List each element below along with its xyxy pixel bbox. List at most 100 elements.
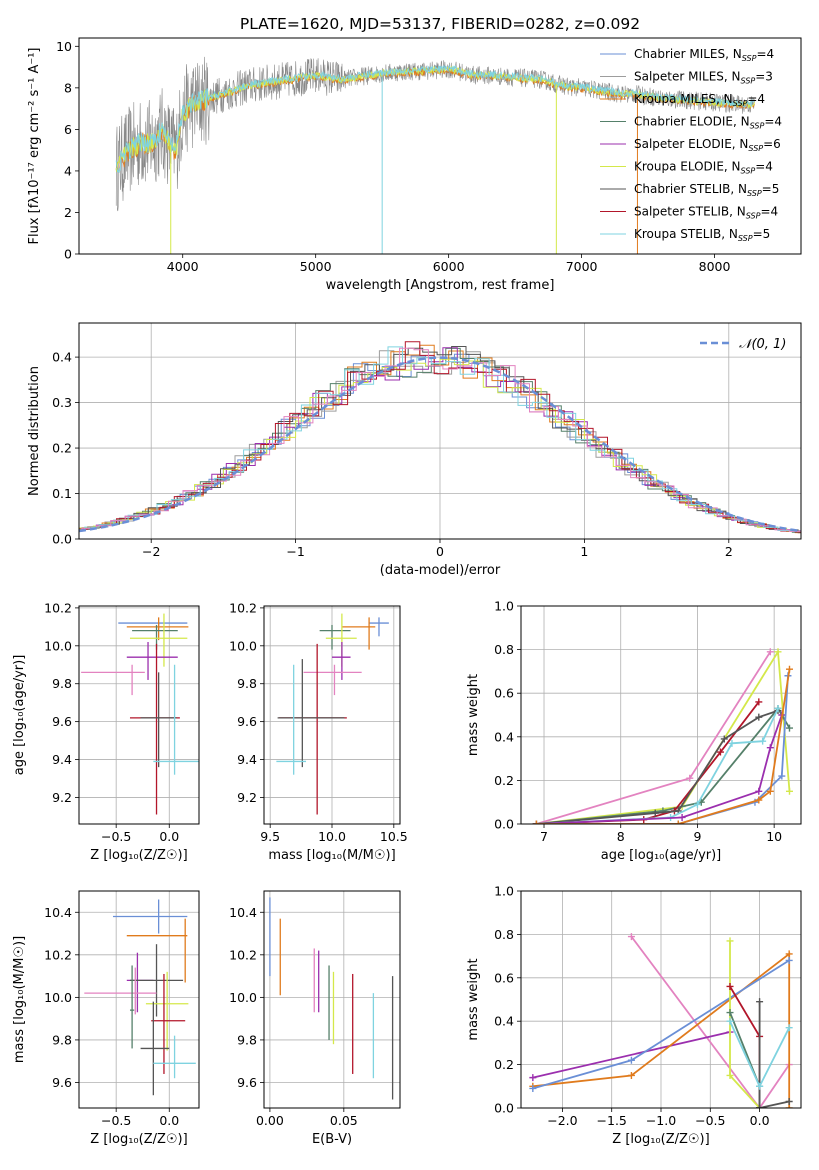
age-vs-mass-frame	[263, 605, 401, 825]
spectrum-lines	[115, 56, 755, 254]
weight-vs-age-frame	[520, 605, 802, 825]
weight-point	[627, 1056, 635, 1064]
weight-point	[756, 998, 764, 1006]
y-tick-label: 0.4	[494, 1014, 514, 1029]
weight-point	[774, 648, 782, 656]
y-tick-label: 10.4	[44, 905, 72, 920]
y-tick-label: 2	[64, 205, 72, 220]
histogram-series	[79, 353, 801, 533]
y-tick-label: 9.6	[237, 714, 257, 729]
weight-point	[726, 1071, 734, 1079]
weight-point	[785, 787, 793, 795]
y-tick-label: 10.2	[229, 947, 257, 962]
y-axis-label: mass [log₁₀(M/M☉)]	[12, 936, 27, 1063]
y-axis-label: Flux [fλ10⁻¹⁷ erg cm⁻² s⁻¹ A⁻¹]	[27, 48, 42, 245]
x-tick-label: −1	[286, 544, 304, 559]
weight-point	[755, 787, 763, 795]
x-tick-label: −0.5	[695, 1113, 725, 1128]
y-tick-label: 0.1	[52, 486, 72, 501]
weight-point	[755, 698, 763, 706]
weight-series	[536, 709, 779, 824]
x-tick-label: 0.00	[256, 1113, 284, 1128]
weight-point	[778, 772, 786, 780]
weight-point	[785, 1097, 793, 1105]
x-tick-label: 7000	[566, 259, 598, 274]
legend-label: Salpeter ELODIE, NSSP=6	[634, 137, 781, 153]
histogram-series	[79, 346, 801, 533]
x-axis-label: age [log₁₀(age/yr)]	[601, 848, 722, 863]
y-tick-label: 8	[64, 80, 72, 95]
weight-point	[716, 748, 724, 756]
legend-label: Chabrier ELODIE, NSSP=4	[634, 115, 782, 131]
legend-label: Chabrier STELIB, NSSP=5	[634, 182, 779, 198]
x-axis-label: E(B-V)	[312, 1132, 352, 1147]
y-tick-label: 10	[56, 39, 72, 54]
age-vs-mass-errorbars	[276, 613, 389, 815]
weight-point	[726, 982, 734, 990]
x-tick-label: −1.0	[646, 1113, 676, 1128]
y-tick-label: 6	[64, 122, 72, 137]
x-tick-label: 0.0	[159, 1113, 179, 1128]
age-vs-z-axes: −0.5 0.0 9.2 9.4 9.6 9.8 10.0 10.2 Z [log₁₀(Z/Z☉…	[12, 600, 199, 863]
y-tick-label: 9.2	[52, 790, 72, 805]
weight-point	[686, 774, 694, 782]
legend-label: 𝒩(0, 1)	[739, 337, 786, 352]
x-tick-label: 10	[766, 829, 782, 844]
residuals-frame	[78, 322, 802, 540]
y-tick-label: 10.0	[229, 990, 257, 1005]
mass-vs-z-axes: −0.5 0.0 9.6 9.8 10.0 10.2 10.4 Z [log₁₀(Z/Z☉)]…	[12, 891, 199, 1147]
y-tick-label: 9.6	[237, 1075, 257, 1090]
weight-series	[630, 936, 790, 1108]
weight-vs-age-axes: 7 8 9 10 0.0 0.2 0.4 0.6 0.8 1.0 age [log₁₀(age/yr…	[466, 599, 801, 863]
y-tick-label: 10.2	[229, 600, 257, 615]
weight-point	[766, 648, 774, 656]
y-tick-label: 0.2	[494, 773, 514, 788]
weight-series	[536, 714, 783, 824]
y-tick-label: 0	[64, 247, 72, 262]
y-tick-label: 4	[64, 163, 72, 178]
x-tick-label: 8	[617, 829, 625, 844]
y-tick-label: 1.0	[494, 884, 514, 899]
weight-point	[651, 809, 659, 817]
weight-vs-age-lines	[532, 648, 793, 824]
y-tick-label: 0.0	[494, 817, 514, 832]
weight-point	[693, 800, 701, 808]
legend-label: Kroupa ELODIE, NSSP=4	[634, 160, 773, 176]
mass-vs-z-frame	[78, 890, 200, 1109]
age-vs-mass-axes: 9.5 10.0 10.5 9.2 9.4 9.6 9.8 10.0 10.2 mass [log…	[229, 600, 408, 863]
x-tick-label: −0.5	[101, 829, 131, 844]
x-axis-label: (data-model)/error	[380, 563, 501, 578]
legend-label: Chabrier MILES, NSSP=4	[634, 47, 774, 63]
y-tick-label: 9.2	[237, 790, 257, 805]
mass-vs-ebv-errorbars	[269, 897, 394, 1100]
weight-point	[532, 820, 540, 824]
histogram-series	[79, 347, 801, 532]
y-tick-label: 10.2	[44, 947, 72, 962]
y-tick-label: 9.6	[52, 1075, 72, 1090]
weight-series	[729, 1012, 761, 1108]
y-tick-label: 10.2	[44, 600, 72, 615]
x-tick-label: 10.0	[318, 829, 346, 844]
weight-point	[785, 724, 793, 732]
weight-series	[536, 651, 772, 824]
weight-point	[774, 704, 782, 712]
x-tick-label: 0.0	[159, 829, 179, 844]
y-tick-label: 10.0	[44, 638, 72, 653]
y-axis-label: mass weight	[466, 958, 481, 1040]
y-tick-label: 0.8	[494, 642, 514, 657]
weight-point	[755, 796, 763, 804]
weight-point	[728, 739, 736, 747]
spectrum-axes: 4000 5000 6000 7000 8000 0 2 4 6 8 10 wavelength [A…	[27, 39, 731, 293]
weight-point	[766, 744, 774, 752]
weight-point	[726, 937, 734, 945]
x-tick-label: 0.0	[750, 1113, 770, 1128]
y-tick-label: 9.4	[52, 752, 72, 767]
x-tick-label: −2.0	[547, 1113, 577, 1128]
x-axis-label: Z [log₁₀(Z/Z☉)]	[612, 1132, 709, 1147]
y-tick-label: 10.0	[44, 990, 72, 1005]
x-tick-label: 1	[580, 544, 588, 559]
x-tick-label: 2	[725, 544, 733, 559]
figure-title: PLATE=1620, MJD=53137, FIBERID=0282, z=0…	[240, 15, 640, 33]
y-tick-label: 9.8	[237, 676, 257, 691]
